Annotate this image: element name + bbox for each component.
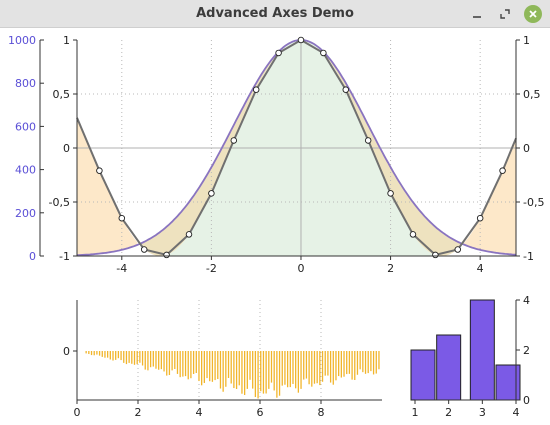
ytick-label-center-3: -0,5 (49, 196, 70, 209)
ytick-label-center-4: -1 (59, 250, 70, 263)
xtick-label-0: -4 (116, 262, 127, 275)
xtick-label-4: 4 (477, 262, 484, 275)
data-point-9 (275, 49, 282, 57)
ytick-label-center-0: 1 (63, 34, 70, 47)
data-point-13 (364, 137, 372, 144)
minimize-icon (473, 16, 481, 18)
tick-label-layer: -4 -2 0 2 4 1 0,5 0 -0,5 -1 1 0,5 0 -0,5 -1 1000 800 600 4… (8, 34, 544, 275)
ytick-label-right-2: 0 (523, 142, 530, 155)
title-bar: Advanced Axes Demo (0, 0, 550, 28)
data-point-17 (454, 246, 462, 253)
minimize-button[interactable] (468, 5, 486, 23)
close-button[interactable] (524, 5, 542, 23)
impulse-axes (73, 300, 382, 404)
bar-axes (414, 299, 520, 404)
impulse-xtick-label-4: 8 (318, 406, 325, 419)
data-point-2 (118, 214, 126, 222)
data-point-18 (476, 214, 484, 222)
impulse-xtick-label-0: 0 (74, 406, 81, 419)
data-point-4 (163, 251, 170, 259)
ytick-label-center-1: 0,5 (53, 88, 71, 101)
data-point-3 (140, 246, 148, 253)
ytick-label-left-4: 200 (15, 207, 36, 220)
data-point-5 (185, 231, 193, 238)
impulse-bars (85, 351, 380, 399)
main-chart: -4 -2 0 2 410,50-0,5-110,50-0,5-110008006004… (8, 34, 544, 419)
data-point-7 (230, 137, 238, 144)
ytick-label-right-4: -1 (523, 250, 534, 263)
xtick-label-3: 2 (387, 262, 394, 275)
data-point-11 (320, 49, 327, 57)
maximize-button[interactable] (496, 5, 514, 23)
close-icon (529, 10, 537, 18)
axes-layer (39, 39, 520, 260)
impulse-plot: 0 0 2 4 6 8 (63, 300, 382, 419)
impulse-xtick-label-2: 4 (196, 406, 203, 419)
ytick-label-left-0: 1000 (8, 34, 36, 47)
bar-xtick-label-0: 1 (412, 406, 419, 419)
data-point-8 (252, 86, 260, 93)
bar-ytick-label-1: 2 (523, 344, 530, 357)
envelope-layer (76, 39, 517, 257)
impulse-xtick-label-1: 2 (135, 406, 142, 419)
bar-3 (469, 299, 495, 401)
impulse-ytick-label-0: 0 (63, 345, 70, 358)
bar-xtick-label-1: 2 (445, 406, 452, 419)
xtick-label-2: 0 (297, 262, 304, 275)
window-title: Advanced Axes Demo (196, 6, 354, 21)
impulse-xtick-label-3: 6 (257, 406, 264, 419)
ytick-label-right-3: -0,5 (523, 196, 544, 209)
maximize-icon (500, 9, 510, 19)
fill-orange-area-1 (462, 138, 516, 255)
data-point-14 (387, 190, 394, 197)
data-point-10 (297, 36, 305, 44)
impulse-grid (137, 300, 322, 400)
bar-xtick-label-3: 4 (513, 406, 520, 419)
bar-ytick-label-2: 4 (523, 294, 530, 307)
data-point-19 (499, 167, 506, 174)
data-point-1 (96, 167, 103, 174)
bar-2 (436, 334, 462, 401)
data-point-16 (432, 251, 439, 259)
ytick-label-left-3: 400 (15, 164, 36, 177)
xtick-label-1: -2 (206, 262, 217, 275)
fill-khaki-area-0 (141, 40, 462, 256)
ytick-label-right-1: 0,5 (523, 88, 541, 101)
bar-layer (410, 299, 521, 401)
impulse-tick-labels: 0 0 2 4 6 8 (63, 345, 325, 419)
envelope-line (76, 39, 517, 257)
ytick-label-center-2: 0 (63, 142, 70, 155)
data-point-15 (409, 231, 417, 238)
bar-ytick-label-0: 0 (523, 394, 530, 407)
ytick-label-right-0: 1 (523, 34, 530, 47)
bar-1 (410, 349, 436, 401)
points-layer (96, 36, 506, 259)
data-point-6 (208, 190, 215, 197)
bar-xtick-label-2: 3 (479, 406, 486, 419)
ytick-label-left-5: 0 (29, 250, 36, 263)
ytick-label-left-1: 800 (15, 77, 36, 90)
sine-plot: -4 -2 0 2 4 1 0,5 0 -0,5 -1 1 0,5 0 -0,5 -1 1000 800 600 4… (8, 34, 544, 275)
data-point-12 (342, 86, 350, 93)
ytick-label-left-2: 600 (15, 120, 36, 133)
